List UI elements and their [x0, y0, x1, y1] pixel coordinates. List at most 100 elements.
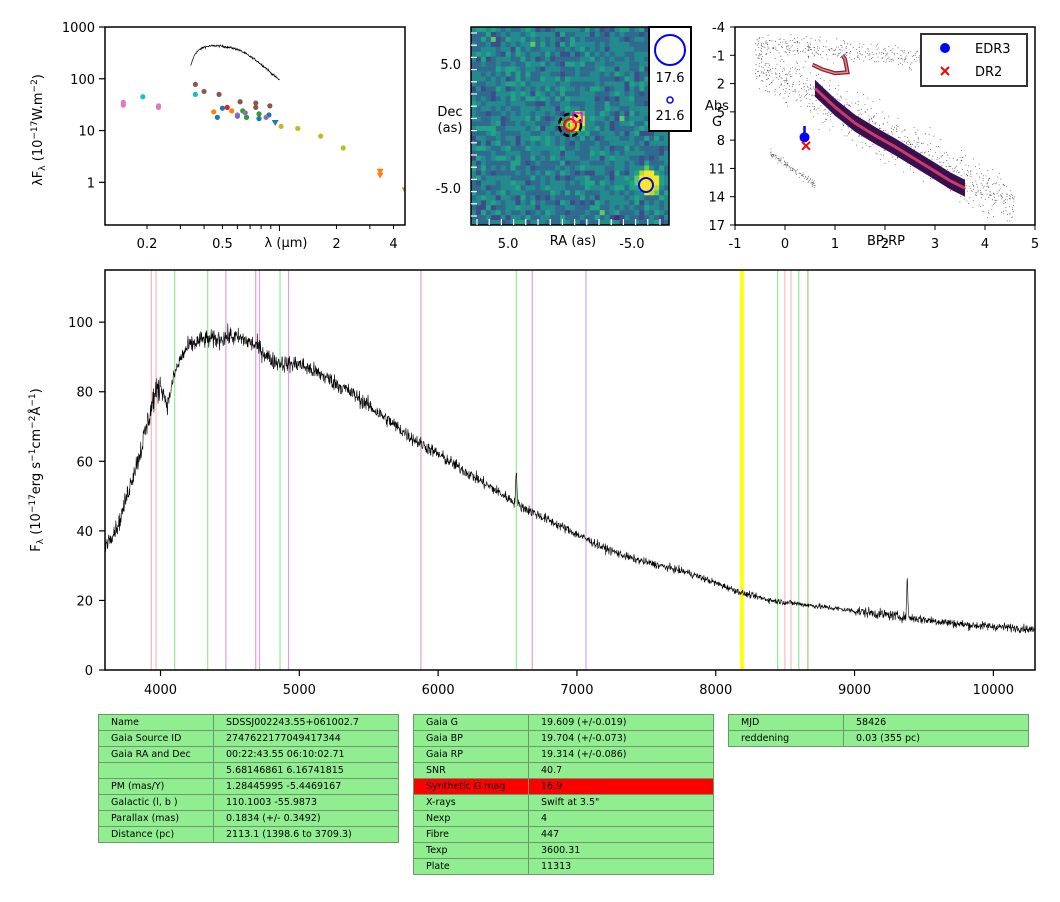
edr3-point: [799, 132, 810, 143]
sed-point: [256, 116, 262, 122]
image-xtick: 5.0: [498, 237, 519, 252]
info-key: Distance (pc): [98, 826, 214, 843]
sed-point: [295, 125, 301, 132]
image-ytick: 5.0: [440, 58, 461, 73]
info-key: Name: [98, 714, 214, 731]
info-row: Gaia RP 19.314 (+/-0.086): [413, 746, 714, 763]
cmd-main-sequence-core: [813, 87, 966, 190]
sed-point: [192, 91, 198, 97]
info-value: 110.1003 -55.9873: [213, 794, 399, 811]
sed-model-curve: [190, 43, 280, 81]
info-row: Distance (pc) 2113.1 (1398.6 to 3709.3): [98, 826, 399, 843]
cmd-xtick: 2: [881, 237, 889, 252]
info-value: 5.68146861 6.16741815: [213, 762, 399, 779]
sed-point: [256, 111, 262, 117]
spectrum-flux-line: [105, 323, 1035, 634]
cmd-ytick: 5: [717, 106, 725, 121]
info-row: Gaia BP 19.704 (+/-0.073): [413, 730, 714, 747]
cmd-ylabel-line2: G: [712, 115, 722, 130]
info-key: Galactic (l, b ): [98, 794, 214, 811]
info-value: 2747622177049417344: [213, 730, 399, 747]
sed-xtick: 2: [332, 237, 340, 252]
image-panel: 5.0 -5.0 5.0 -5.0 Dec (as) RA (as) 17.6 21.…: [436, 26, 692, 252]
sed-upper-limit: [376, 168, 384, 175]
sed-point: [214, 114, 220, 120]
legend-edr3-label: EDR3: [975, 42, 1011, 57]
sed-xtick: 0.5: [212, 237, 233, 252]
info-value: 19.609 (+/-0.019): [528, 714, 714, 731]
info-key: Gaia Source ID: [98, 730, 214, 747]
spectrum-xtick: 10000: [973, 683, 1014, 698]
info-row: Gaia Source ID 2747622177049417344: [98, 730, 399, 747]
legend-small-circle: [666, 96, 674, 104]
sed-axes-frame: [104, 26, 406, 226]
neighbour-star-marker: [638, 177, 654, 193]
sed-upper-limit: [271, 119, 279, 126]
info-value: 00:22:43.55 06:10:02.71: [213, 746, 399, 763]
info-table-3: MJD 58426 reddening 0.03 (355 pc): [728, 714, 1029, 747]
sed-ytick: 10: [78, 125, 95, 140]
image-xtick: -5.0: [619, 237, 644, 252]
info-row: PM (mas/Y) 1.28445995 -5.4469167: [98, 778, 399, 795]
info-value: 3600.31: [528, 842, 714, 859]
cmd-ytick: 8: [717, 134, 725, 149]
sed-point: [224, 104, 230, 111]
target-aperture: [557, 112, 583, 138]
sed-xtick: 4: [389, 237, 397, 252]
sed-point: [155, 104, 162, 111]
sed-point: [253, 104, 259, 111]
info-value: 447: [528, 826, 714, 843]
info-key: [98, 762, 214, 779]
spectrum-ytick: 40: [76, 525, 93, 540]
info-row: X-rays Swift at 3.5": [413, 794, 714, 811]
cmd-ytick: 14: [708, 191, 725, 206]
cmd-ytick: -1: [712, 49, 725, 64]
sed-point: [140, 94, 146, 100]
spectrum-ytick: 80: [76, 386, 93, 401]
info-key: Fibre: [413, 826, 529, 843]
info-row: Name SDSSJ002243.55+061002.7: [98, 714, 399, 731]
spectrum-xtick: 4000: [144, 683, 177, 698]
info-value: 16.9: [528, 778, 714, 795]
info-value: 0.1834 (+/- 0.3492): [213, 810, 399, 827]
sed-point: [234, 112, 241, 118]
sed-upper-limit: [401, 187, 405, 194]
image-legend: 17.6 21.6: [648, 26, 692, 132]
cmd-ytick: 17: [708, 219, 725, 234]
cmd-xtick: 5: [1031, 237, 1039, 252]
sed-point: [229, 108, 235, 114]
sed-xlabel: λ (μm): [265, 236, 308, 251]
cmd-xtick: 1: [831, 237, 839, 252]
cmd-giant-branch-core: [812, 54, 849, 74]
info-row: 5.68146861 6.16741815: [98, 762, 399, 779]
info-row: MJD 58426: [728, 714, 1029, 731]
info-row: reddening 0.03 (355 pc): [728, 730, 1029, 747]
info-key: Gaia G: [413, 714, 529, 731]
info-key: X-rays: [413, 794, 529, 811]
dr2-point: [801, 141, 811, 151]
image-ytick: -5.0: [436, 182, 461, 197]
info-key: Gaia BP: [413, 730, 529, 747]
cmd-giant-branch: [811, 54, 850, 76]
cmd-xtick: 0: [781, 237, 789, 252]
cmd-xtick: 4: [981, 237, 989, 252]
cmd-legend: EDR3 DR2: [920, 33, 1028, 87]
info-key: Texp: [413, 842, 529, 859]
cmd-ylabel-line1: Abs: [705, 99, 729, 114]
info-key: Parallax (mas): [98, 810, 214, 827]
spectrum-xtick: 5000: [283, 683, 316, 698]
legend-mag-2: 21.6: [656, 109, 685, 124]
sed-upper-limit: [376, 172, 384, 179]
legend-edr3-marker: [940, 43, 950, 53]
legend-dr2-label: DR2: [975, 65, 1002, 80]
info-value: 2113.1 (1398.6 to 3709.3): [213, 826, 399, 843]
sed-point: [243, 114, 250, 120]
cmd-ytick: 2: [717, 78, 725, 93]
info-value: 1.28445995 -5.4469167: [213, 778, 399, 795]
info-row: Gaia G 19.609 (+/-0.019): [413, 714, 714, 731]
sed-xtick: 0.2: [137, 237, 158, 252]
sed-point: [263, 114, 269, 120]
info-row: Synthetic G mag 16.9: [413, 778, 714, 795]
sed-point: [237, 99, 243, 105]
info-value: 11313: [528, 858, 714, 875]
